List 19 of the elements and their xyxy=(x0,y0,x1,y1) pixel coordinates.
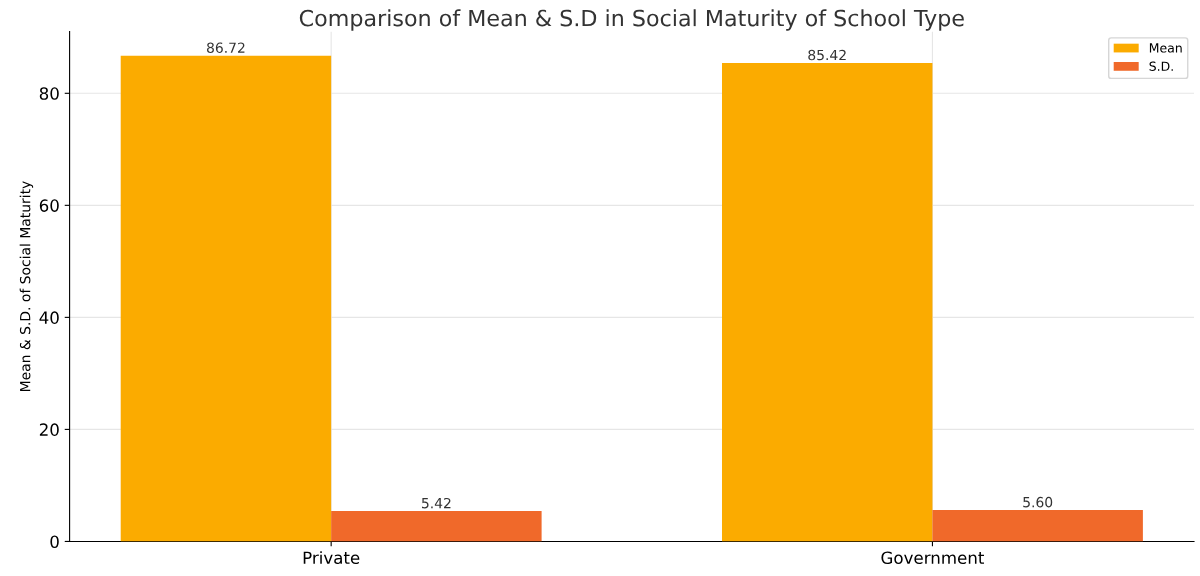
bar xyxy=(721,62,933,542)
y-tick-label: 60 xyxy=(39,199,59,212)
legend-label: Mean xyxy=(1149,43,1182,53)
y-tick-label: 80 xyxy=(39,87,59,100)
y-tick-label: 40 xyxy=(39,311,59,324)
y-axis-title: Mean & S.D. of Social Maturity xyxy=(19,181,34,392)
bar xyxy=(120,55,332,542)
bar xyxy=(932,510,1143,542)
data-label: 5.60 xyxy=(1023,496,1053,508)
data-label: 85.42 xyxy=(808,49,846,61)
data-label: 86.72 xyxy=(206,42,245,53)
x-tick-label: Private xyxy=(303,551,360,565)
x-tick-label: Government xyxy=(881,551,985,565)
legend-label: S.D. xyxy=(1149,61,1173,71)
data-label: 5.42 xyxy=(421,497,451,509)
y-tick-label: 0 xyxy=(50,535,59,549)
chart-title: Comparison of Mean & S.D in Social Maturity of School Type xyxy=(299,9,964,31)
y-tick-label: 20 xyxy=(39,423,59,436)
bar xyxy=(331,511,542,542)
